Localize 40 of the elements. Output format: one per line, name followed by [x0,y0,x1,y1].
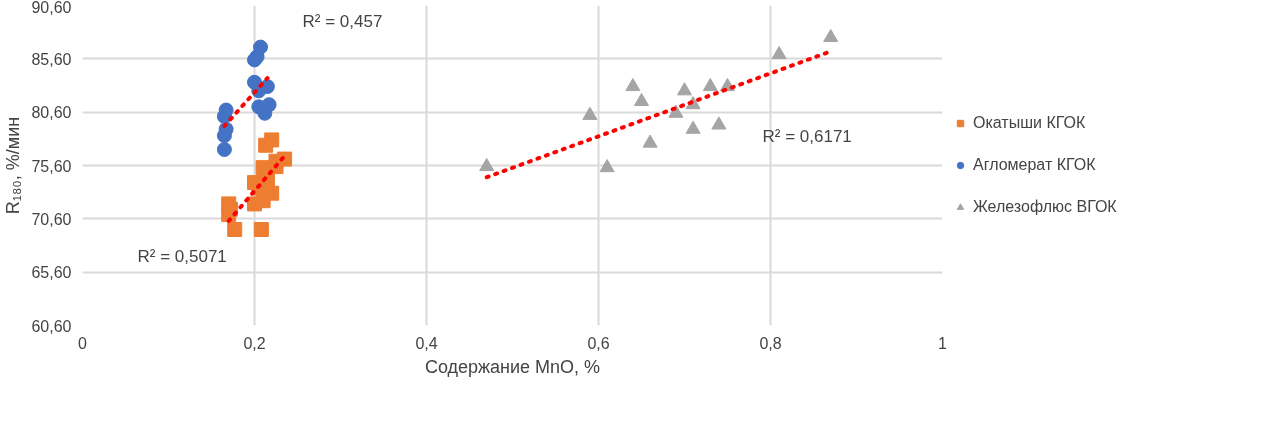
y-tick-label: 90,60 [31,0,72,16]
point [582,106,598,120]
x-tick-label: 0,8 [759,334,782,352]
y-axis-title: R₁₈₀, %/мин [3,116,24,215]
annotation: R² = 0,5071 [137,246,227,266]
point [479,157,495,172]
point [642,134,658,148]
point [227,222,243,237]
point [253,39,269,55]
x-tick-label: 0 [78,334,88,352]
y-tick-label: 80,60 [31,104,72,122]
x-tick-label: 1 [938,334,948,352]
legend-label: Агломерат КГОК [973,156,1096,174]
y-tick-label: 60,60 [31,317,72,335]
y-tick-label: 65,60 [31,264,72,282]
y-tick-label: 85,60 [31,50,72,68]
point [261,97,277,113]
legend-label: Железофлюс ВГОК [973,198,1117,216]
point [634,92,649,107]
point [668,104,684,118]
point [711,116,727,130]
annotation: R² = 0,6171 [762,126,852,146]
point [599,159,615,173]
x-tick-label: 0,4 [415,334,438,352]
x-tick-label: 0,2 [243,334,266,352]
x-axis-title: Содержание MnO, % [424,356,601,377]
point [677,82,692,96]
legend-label: Окатыши КГОК [973,114,1086,132]
annotation: R² = 0,457 [302,11,383,31]
point [625,77,641,92]
point [216,142,232,157]
x-tick-label: 0,6 [587,334,610,352]
point [253,222,269,237]
point [702,77,718,92]
y-tick-label: 75,60 [31,157,72,175]
point [264,132,280,148]
point [685,120,701,134]
point [823,28,839,43]
y-tick-label: 70,60 [31,210,72,228]
point [771,45,787,60]
